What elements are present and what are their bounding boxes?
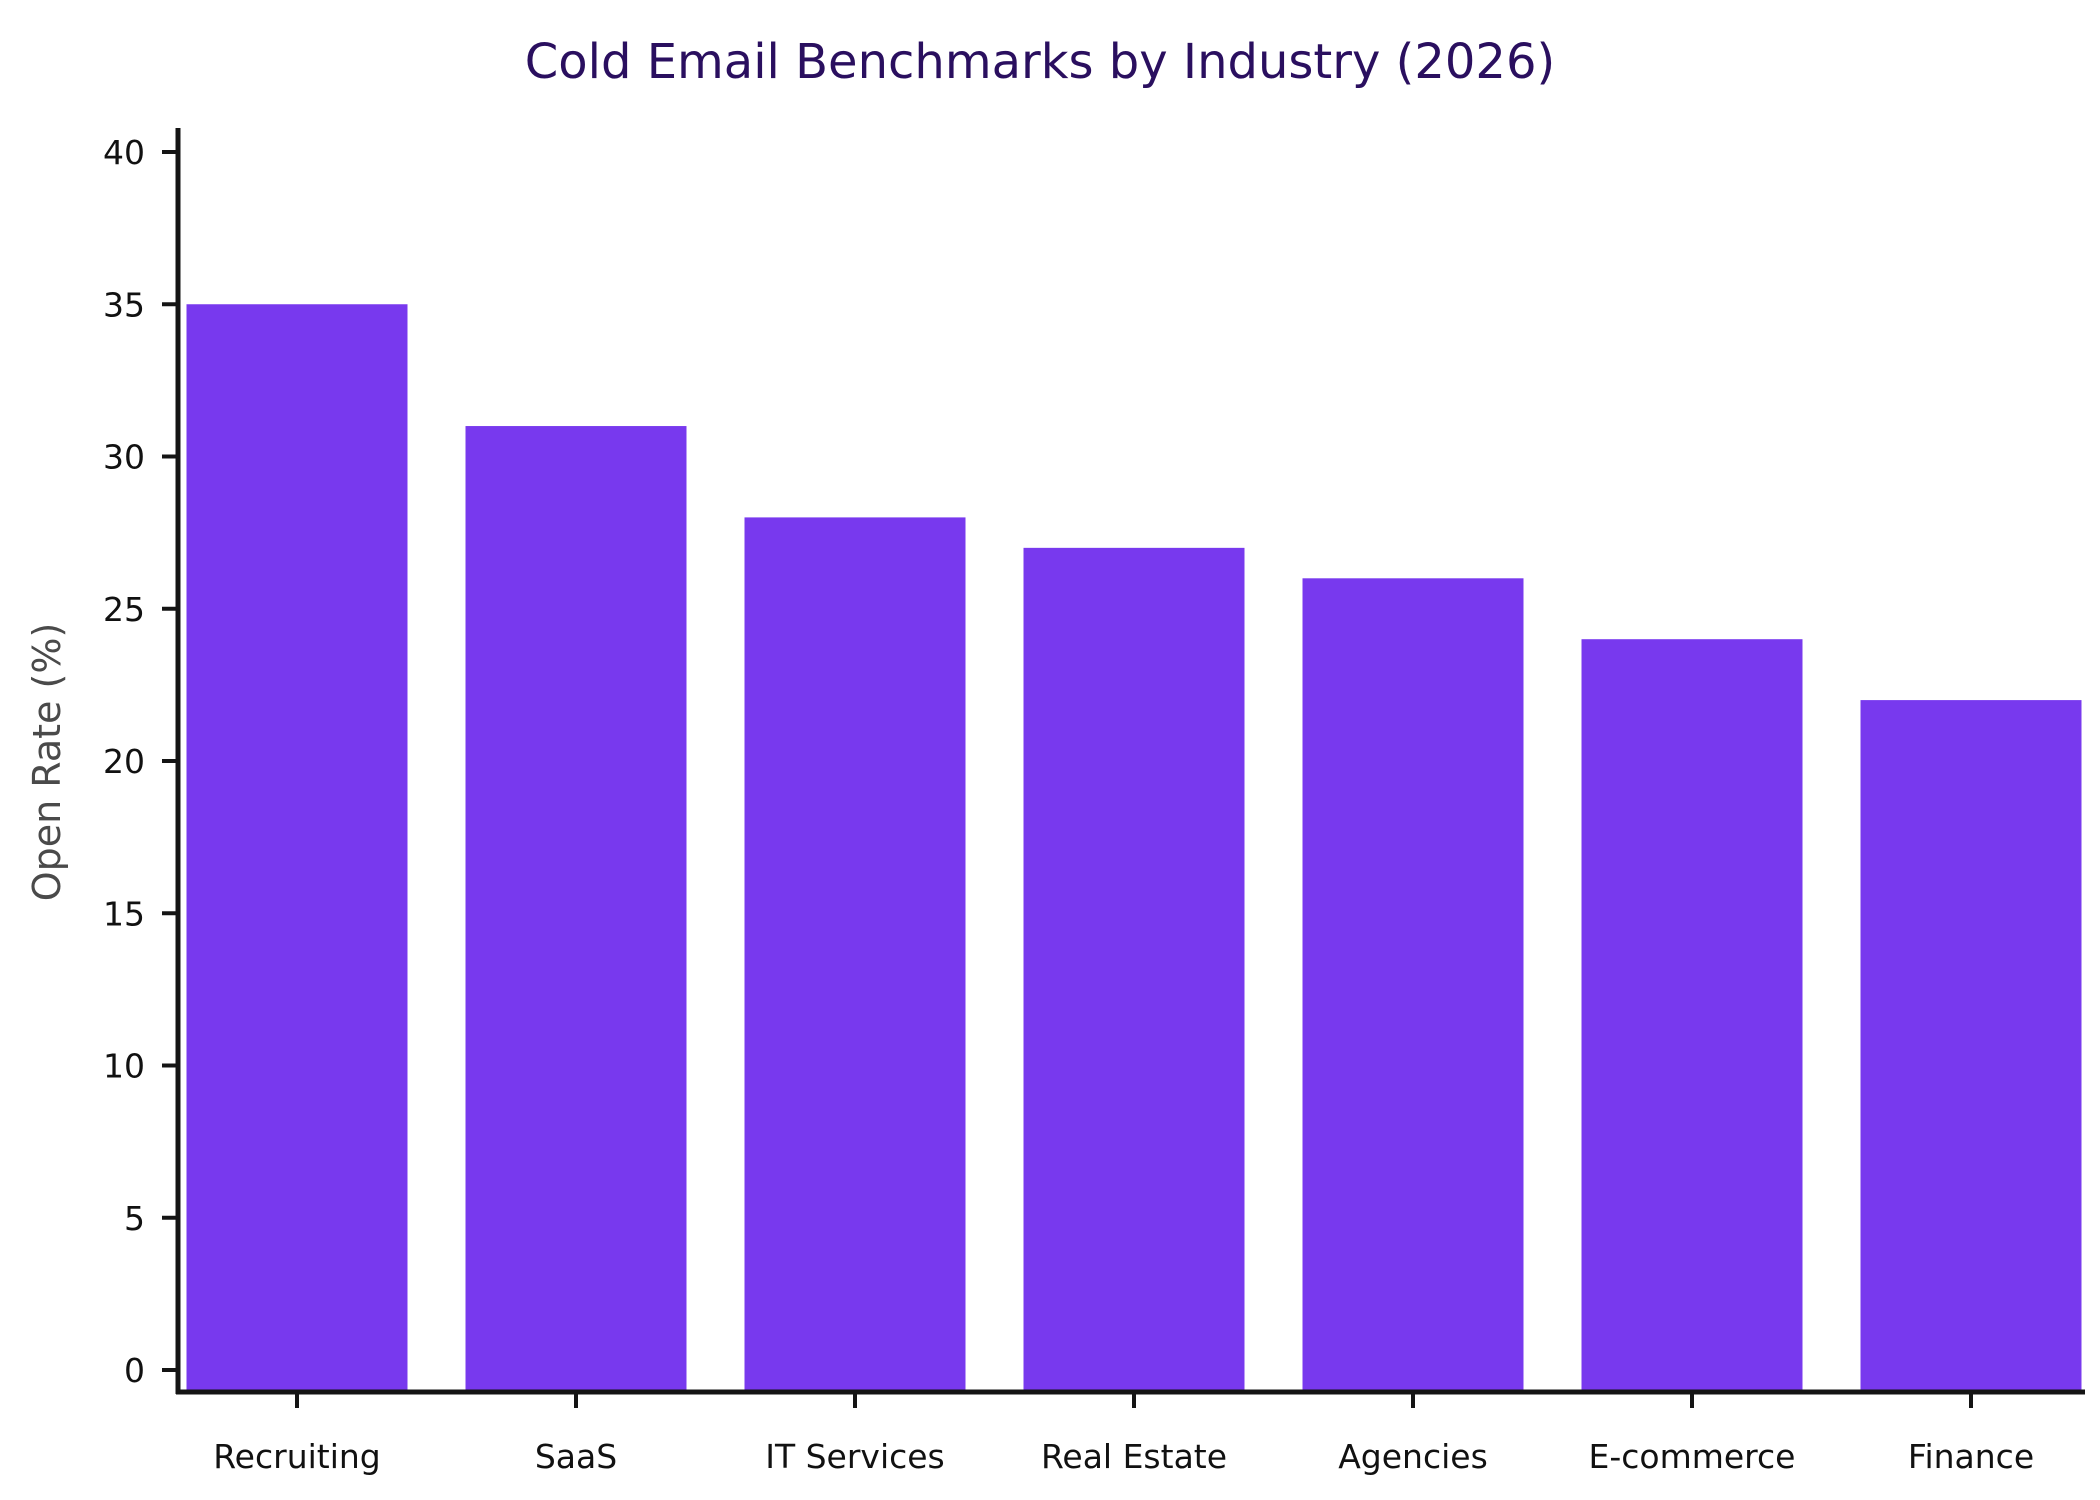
y-tick-label: 20 <box>103 742 145 781</box>
x-tick-label: Finance <box>1908 1437 2034 1476</box>
y-tick-label: 0 <box>124 1351 145 1390</box>
y-tick-label: 5 <box>124 1199 145 1238</box>
y-tick-label: 10 <box>103 1047 145 1086</box>
bar-real-estate <box>1023 547 1245 1392</box>
bar-recruiting <box>186 304 408 1392</box>
bars-group <box>186 304 2082 1392</box>
x-tick-label: Recruiting <box>213 1437 381 1476</box>
y-tick-label: 30 <box>103 438 145 477</box>
x-axis-ticks: Recruiting SaaS IT Services Real Estate Agen… <box>213 1392 2034 1476</box>
x-tick-label: Agencies <box>1338 1437 1488 1476</box>
y-tick-label: 25 <box>103 590 145 629</box>
x-tick-label: Real Estate <box>1041 1437 1227 1476</box>
y-tick-label: 35 <box>103 285 145 324</box>
y-axis-label: Open Rate (%) <box>25 623 69 902</box>
chart-title: Cold Email Benchmarks by Industry (2026) <box>525 34 1555 90</box>
y-axis-ticks: 0 5 10 15 20 25 30 35 40 <box>103 133 178 1390</box>
bar-e-commerce <box>1581 639 1803 1392</box>
y-tick-label: 40 <box>103 133 145 172</box>
y-tick-label: 15 <box>103 894 145 933</box>
bar-it-services <box>744 517 966 1392</box>
bar-agencies <box>1302 578 1524 1392</box>
bar-saas <box>465 426 687 1392</box>
x-tick-label: SaaS <box>535 1437 617 1476</box>
bar-finance <box>1860 700 2082 1392</box>
x-tick-label: E-commerce <box>1589 1437 1796 1476</box>
x-tick-label: IT Services <box>765 1437 945 1476</box>
